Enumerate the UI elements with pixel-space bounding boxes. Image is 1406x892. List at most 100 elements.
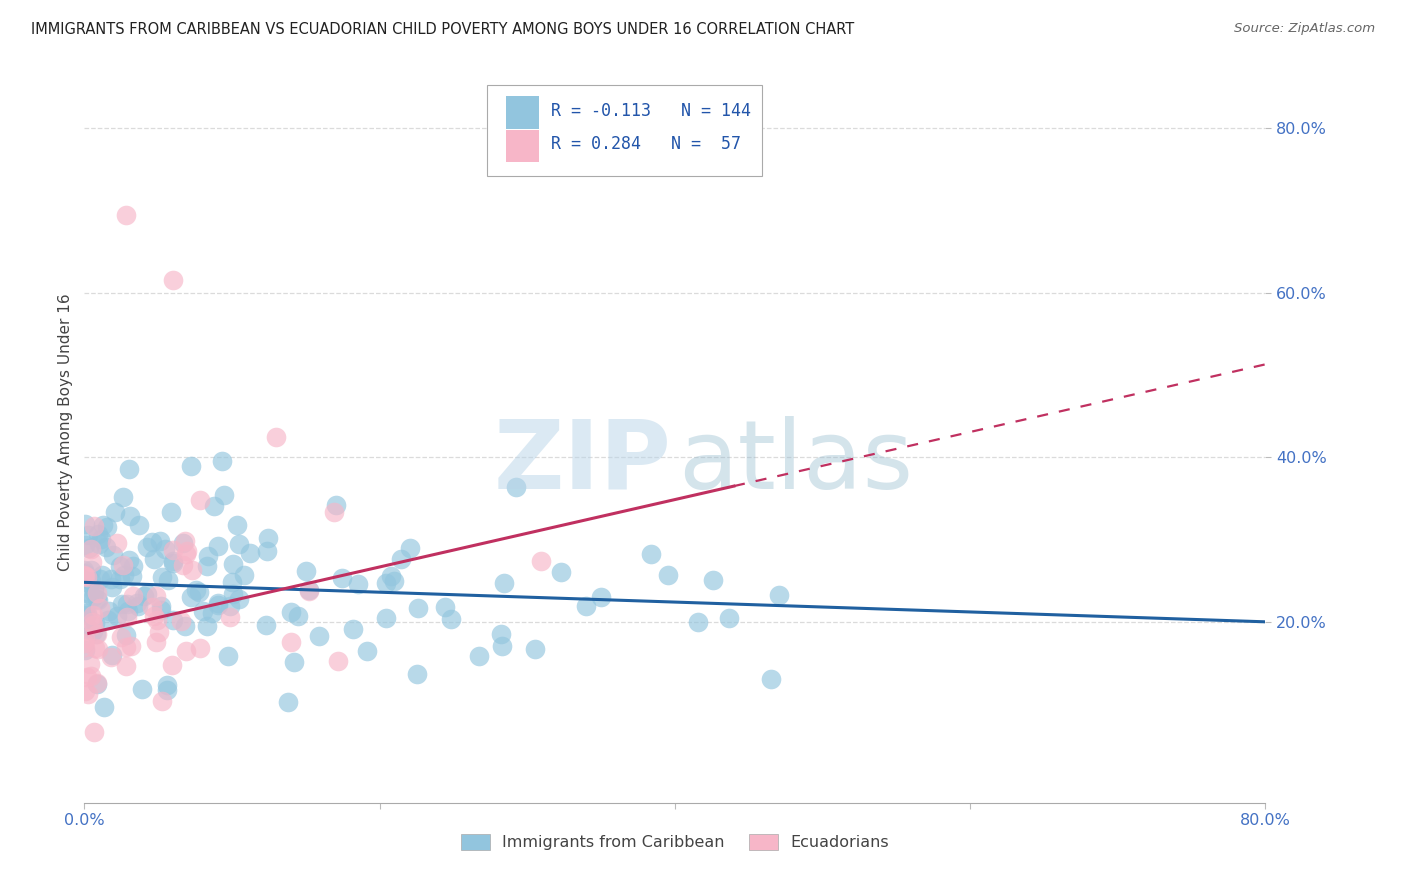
- Point: [104, 505, 127, 519]
- Point: [239, 545, 262, 559]
- Point: [75, 643, 97, 657]
- Point: [256, 544, 278, 558]
- Point: [326, 654, 349, 668]
- Point: [118, 508, 141, 523]
- Point: [105, 609, 128, 624]
- Point: [225, 517, 247, 532]
- Point: [110, 630, 132, 644]
- Point: [575, 599, 598, 613]
- Point: [76, 528, 98, 542]
- Point: [145, 589, 167, 603]
- Point: [380, 569, 402, 583]
- Point: [219, 609, 242, 624]
- Point: [157, 573, 180, 587]
- Point: [97, 605, 120, 619]
- Point: [76, 670, 98, 684]
- Point: [76, 608, 98, 623]
- Point: [686, 615, 709, 629]
- Point: [73, 568, 96, 582]
- Point: [77, 687, 100, 701]
- Point: [375, 576, 398, 591]
- Point: [83, 725, 105, 739]
- Point: [406, 666, 429, 681]
- Point: [118, 462, 141, 476]
- Point: [492, 576, 515, 591]
- Point: [530, 554, 553, 568]
- Point: [82, 590, 104, 604]
- Point: [122, 558, 145, 573]
- Point: [382, 574, 405, 589]
- Point: [80, 574, 103, 589]
- Point: [73, 635, 96, 649]
- Point: [170, 615, 193, 629]
- Point: [287, 609, 309, 624]
- Point: [115, 610, 138, 624]
- Point: [80, 541, 103, 556]
- Point: [172, 558, 194, 573]
- Point: [89, 601, 111, 615]
- Point: [162, 657, 184, 672]
- FancyBboxPatch shape: [486, 86, 762, 177]
- Point: [156, 683, 179, 698]
- Point: [186, 583, 208, 598]
- Legend: Immigrants from Caribbean, Ecuadorians: Immigrants from Caribbean, Ecuadorians: [461, 834, 889, 850]
- Point: [76, 570, 98, 584]
- Point: [127, 599, 149, 614]
- Point: [100, 650, 122, 665]
- Point: [172, 536, 194, 550]
- Point: [101, 580, 124, 594]
- Point: [73, 563, 96, 577]
- Point: [146, 613, 169, 627]
- Point: [89, 537, 111, 551]
- Point: [150, 693, 173, 707]
- Point: [342, 623, 364, 637]
- Point: [118, 553, 141, 567]
- Point: [491, 639, 513, 653]
- Point: [254, 618, 277, 632]
- Point: [101, 648, 124, 662]
- Text: Source: ZipAtlas.com: Source: ZipAtlas.com: [1234, 22, 1375, 36]
- Point: [434, 599, 457, 614]
- Point: [280, 606, 302, 620]
- Point: [330, 571, 353, 585]
- Point: [75, 684, 97, 698]
- Point: [73, 631, 96, 645]
- Point: [73, 571, 96, 585]
- Point: [121, 568, 143, 582]
- Point: [222, 587, 245, 601]
- Point: [86, 527, 108, 541]
- Point: [79, 657, 101, 671]
- Point: [297, 583, 319, 598]
- Point: [150, 602, 173, 616]
- Point: [228, 537, 250, 551]
- Point: [207, 595, 229, 609]
- Point: [389, 551, 412, 566]
- Point: [76, 622, 98, 636]
- Point: [110, 572, 132, 586]
- Point: [73, 517, 96, 532]
- Point: [145, 635, 167, 649]
- Point: [80, 615, 103, 629]
- Point: [141, 534, 163, 549]
- Point: [640, 548, 662, 562]
- Point: [406, 600, 429, 615]
- Point: [505, 480, 527, 494]
- Point: [221, 574, 243, 589]
- Point: [160, 505, 183, 519]
- Point: [174, 547, 197, 561]
- Point: [80, 564, 103, 578]
- Point: [207, 598, 229, 612]
- Point: [162, 273, 184, 287]
- Point: [97, 613, 120, 627]
- Point: [73, 566, 96, 580]
- Point: [489, 626, 512, 640]
- Point: [112, 558, 135, 572]
- Point: [84, 641, 107, 656]
- Point: [131, 682, 153, 697]
- Point: [211, 454, 233, 468]
- Point: [197, 549, 219, 563]
- Point: [83, 519, 105, 533]
- Point: [142, 608, 165, 623]
- FancyBboxPatch shape: [506, 130, 538, 162]
- Point: [141, 599, 163, 614]
